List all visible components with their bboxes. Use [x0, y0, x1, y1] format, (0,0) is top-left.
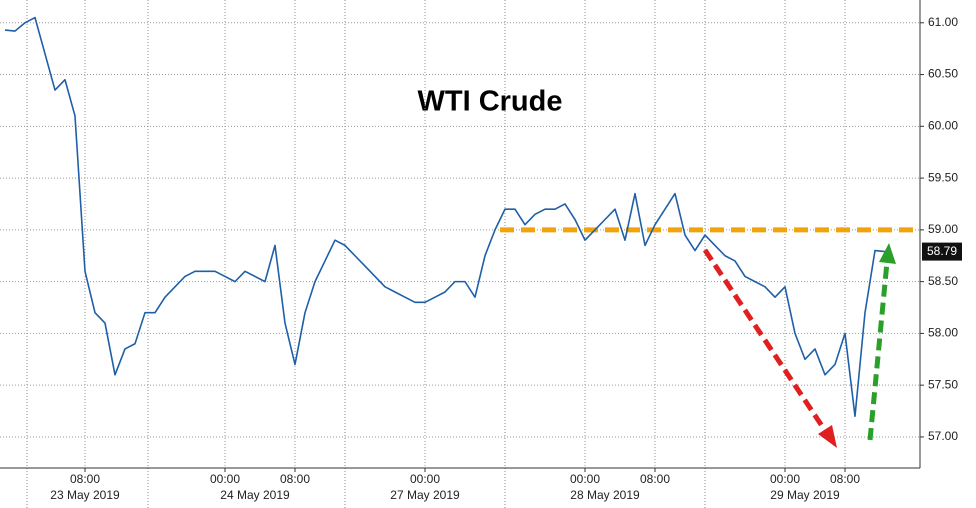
plot: 57.00 57.50 58.00 58.50 59.00 59.50 60.00 60.50… [0, 0, 962, 502]
up-arrow [867, 261, 890, 441]
x-tick-label: 00:00 [770, 472, 800, 486]
x-tick-label: 08:00 [70, 472, 100, 486]
date-label: 29 May 2019 [770, 488, 840, 502]
y-tick-label: 60.00 [928, 118, 958, 132]
last-value-label: 58.79 [927, 244, 957, 258]
x-tick-label: 08:00 [830, 472, 860, 486]
x-tick-label: 00:00 [410, 472, 440, 486]
x-tick-label: 00:00 [570, 472, 600, 486]
price-line [4, 16, 886, 418]
arrows [702, 243, 896, 448]
y-tick-label: 57.50 [928, 377, 958, 391]
y-tick-label: 59.50 [928, 170, 958, 184]
x-tick-label: 08:00 [280, 472, 310, 486]
date-label: 24 May 2019 [220, 488, 290, 502]
down-arrow [702, 248, 829, 434]
y-tick-label: 59.00 [928, 222, 958, 236]
last-value-box [922, 242, 962, 261]
session-separators [26, 0, 706, 508]
y-tick-label: 58.00 [928, 326, 958, 340]
y-tick-label: 60.50 [928, 67, 958, 81]
arrow-head [879, 243, 896, 264]
x-tick-label: 00:00 [210, 472, 240, 486]
x-tick-label: 08:00 [640, 472, 670, 486]
arrow-head [818, 425, 837, 448]
date-label: 23 May 2019 [50, 488, 120, 502]
y-tick-label: 57.00 [928, 429, 958, 443]
date-label: 27 May 2019 [390, 488, 460, 502]
date-label: 28 May 2019 [570, 488, 640, 502]
y-tick-label: 58.50 [928, 274, 958, 288]
chart-title: WTI Crude [418, 86, 563, 118]
y-tick-label: 61.00 [928, 15, 958, 29]
